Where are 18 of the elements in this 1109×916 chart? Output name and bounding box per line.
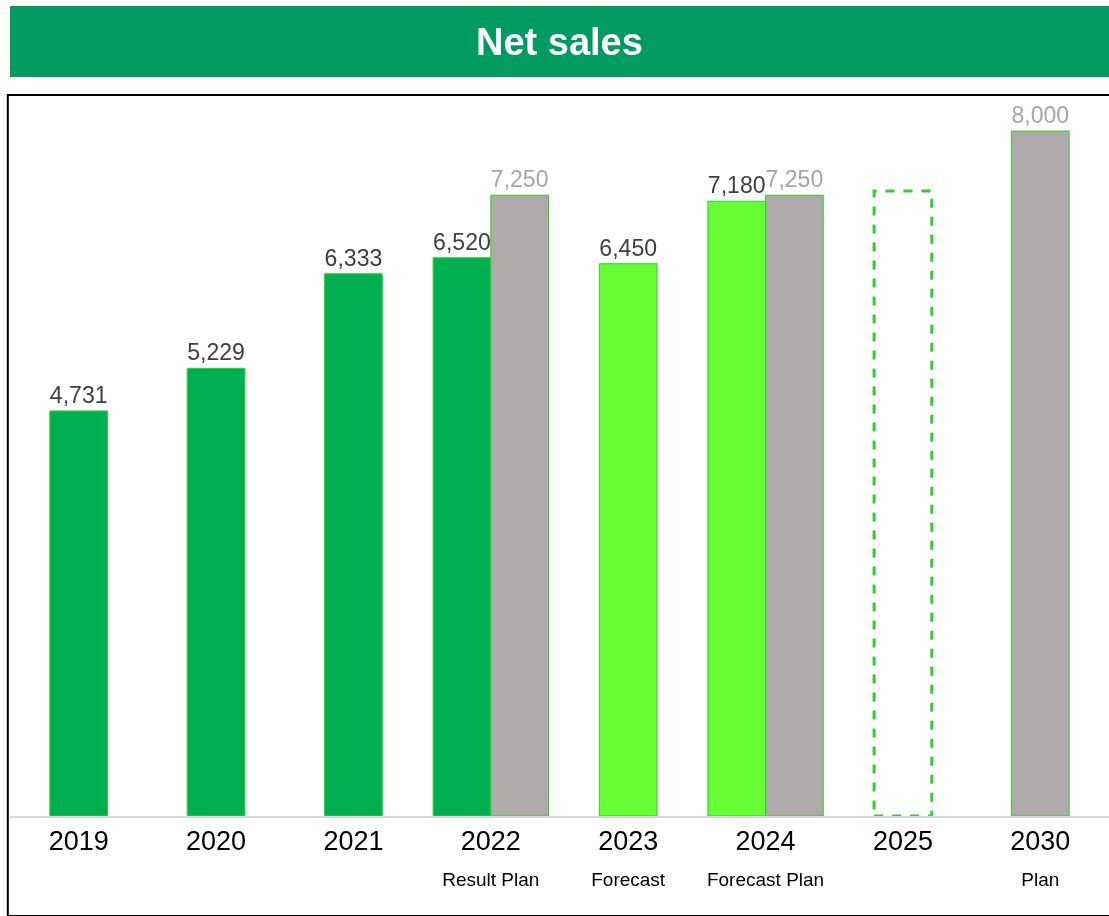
x-tick-label: 2023 Forecast xyxy=(591,826,666,890)
chart-title: Net sales xyxy=(476,21,643,63)
data-label: 7,250 xyxy=(765,166,824,193)
data-label: 6,333 xyxy=(324,244,383,271)
x-tick-label: 2020 xyxy=(186,826,247,857)
x-tick-label: 2022 Result Plan xyxy=(442,826,540,890)
data-label: 7,180 xyxy=(707,172,766,199)
data-label: 6,520 xyxy=(433,228,491,255)
data-label: 5,229 xyxy=(187,339,245,366)
x-tick-label: 2024 Forecast Plan xyxy=(706,826,825,890)
data-label: 4,731 xyxy=(49,382,108,409)
x-tick-label: 2030 Plan xyxy=(1010,826,1071,890)
data-label: 6,450 xyxy=(599,234,658,261)
data-label: 8,000 xyxy=(1011,102,1070,129)
x-tick-label: 2021 xyxy=(323,826,384,857)
data-label: 7,250 xyxy=(490,166,549,193)
x-tick-label: 2019 xyxy=(48,826,109,857)
x-tick-label: 2025 xyxy=(872,826,933,857)
